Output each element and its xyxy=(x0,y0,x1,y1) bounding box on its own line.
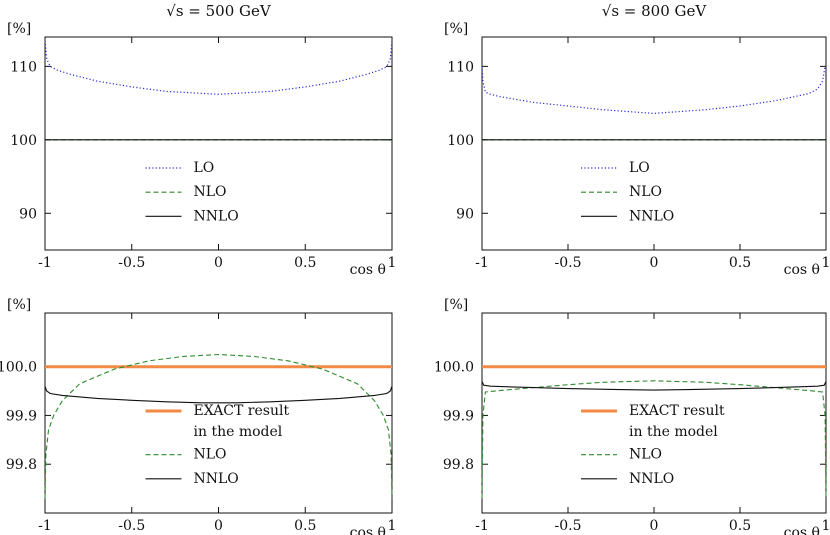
y-axis-label: [%] xyxy=(7,297,31,313)
series-line-nnlo xyxy=(44,386,393,404)
series-line-nlo xyxy=(481,380,827,499)
legend-label: NNLO xyxy=(629,208,674,224)
y-axis-label: [%] xyxy=(444,297,468,313)
y-tick-label: 99.9 xyxy=(443,408,474,424)
legend-label: NLO xyxy=(629,447,662,463)
x-tick-label: -1 xyxy=(38,255,52,271)
x-tick-label: -0.5 xyxy=(118,518,145,534)
x-axis-label: cos θ xyxy=(784,525,820,535)
legend-label: NLO xyxy=(629,184,662,200)
y-tick-label: 90 xyxy=(19,206,37,222)
series-line-nlo xyxy=(44,353,393,499)
x-tick-label: 0 xyxy=(214,518,223,534)
y-axis-label: [%] xyxy=(7,21,31,37)
x-tick-label: -0.5 xyxy=(555,255,582,271)
legend-label: in the model xyxy=(194,424,283,440)
y-axis-label: [%] xyxy=(444,21,468,37)
x-tick-label: 1 xyxy=(822,518,830,534)
y-tick-label: 99.8 xyxy=(6,457,37,473)
chart-title: √s = 800 GeV xyxy=(602,2,708,20)
x-tick-label: 0.5 xyxy=(294,255,316,271)
x-tick-label: 0.5 xyxy=(729,255,751,271)
legend-label: NLO xyxy=(194,184,227,200)
x-tick-label: 0 xyxy=(214,255,223,271)
x-tick-label: 1 xyxy=(822,255,830,271)
legend-label: EXACT result xyxy=(629,403,725,419)
series-line-lo xyxy=(481,65,826,115)
x-tick-label: 1 xyxy=(388,255,397,271)
legend-label: LO xyxy=(629,160,650,176)
legend-label: NLO xyxy=(194,447,227,463)
x-tick-label: -1 xyxy=(475,255,489,271)
y-tick-label: 110 xyxy=(447,59,474,75)
legend-label: LO xyxy=(194,160,215,176)
series-line-lo xyxy=(44,40,393,95)
legend-label: NNLO xyxy=(194,208,239,224)
x-tick-label: -1 xyxy=(38,518,52,534)
series-line-nnlo xyxy=(481,381,827,391)
chart-title: √s = 500 GeV xyxy=(166,2,272,20)
x-tick-label: 0.5 xyxy=(294,518,316,534)
x-tick-label: 0.5 xyxy=(729,518,751,534)
y-tick-label: 99.8 xyxy=(443,457,474,473)
x-tick-label: 0 xyxy=(650,518,659,534)
x-axis-label: cos θ xyxy=(784,262,820,278)
x-tick-label: -0.5 xyxy=(555,518,582,534)
y-tick-label: 100 xyxy=(10,133,37,149)
x-tick-label: 0 xyxy=(650,255,659,271)
y-tick-label: 90 xyxy=(456,206,474,222)
legend-label: NNLO xyxy=(629,471,674,487)
y-tick-label: 100 xyxy=(447,133,474,149)
x-tick-label: -1 xyxy=(475,518,489,534)
legend-label: in the model xyxy=(629,424,718,440)
x-axis-label: cos θ xyxy=(350,525,386,535)
y-tick-label: 99.9 xyxy=(6,408,37,424)
x-axis-label: cos θ xyxy=(350,262,386,278)
y-tick-label: 100.0 xyxy=(0,360,37,376)
legend-label: EXACT result xyxy=(194,403,290,419)
x-tick-label: -0.5 xyxy=(118,255,145,271)
y-tick-label: 100.0 xyxy=(434,360,474,376)
y-tick-label: 110 xyxy=(10,59,37,75)
legend-label: NNLO xyxy=(194,471,239,487)
x-tick-label: 1 xyxy=(388,518,397,534)
